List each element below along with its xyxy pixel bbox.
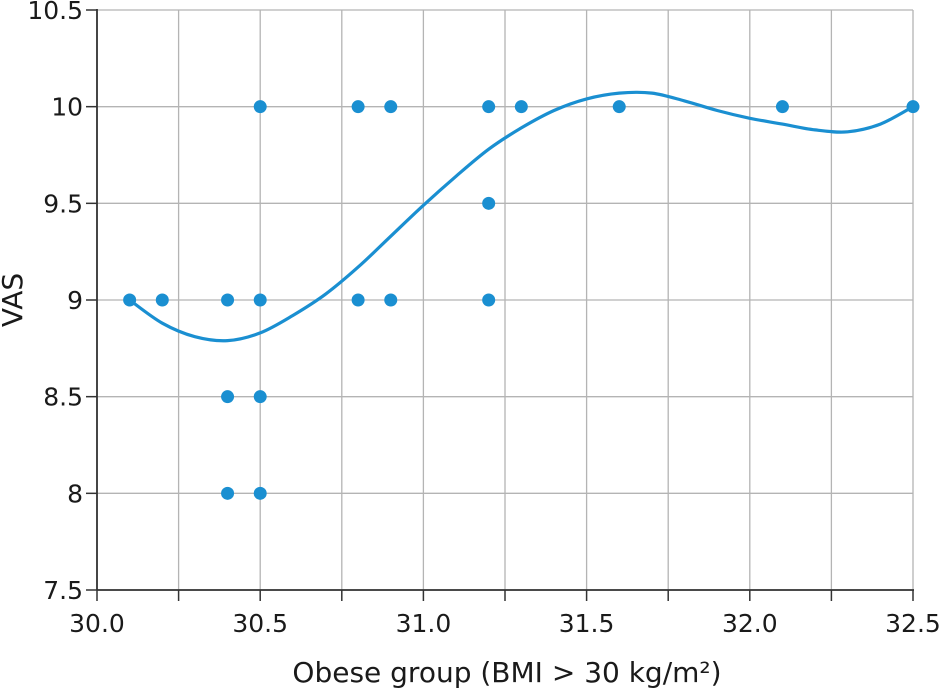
x-tick-label: 30.0 [69, 609, 125, 638]
x-tick-label: 30.5 [232, 609, 288, 638]
data-point [384, 293, 398, 307]
data-point [253, 486, 267, 500]
x-axis-title: Obese group (BMI > 30 kg/m²) [292, 656, 721, 689]
data-point [514, 100, 528, 114]
data-point [351, 100, 365, 114]
data-point [123, 293, 137, 307]
x-tick-label: 31.5 [559, 609, 615, 638]
data-point [612, 100, 626, 114]
data-point [482, 196, 496, 210]
data-point [775, 100, 789, 114]
grid-lines [96, 9, 914, 591]
x-tick-label: 31.0 [396, 609, 452, 638]
y-tick-label: 9 [67, 286, 83, 315]
data-point [221, 390, 235, 404]
trend-curve [128, 90, 915, 343]
y-tick-label: 8 [67, 479, 83, 508]
data-point [482, 293, 496, 307]
axes [86, 9, 914, 601]
y-tick-label: 8.5 [43, 383, 83, 412]
trend-curve-layer [128, 90, 915, 343]
x-tick-label: 32.0 [722, 609, 778, 638]
y-tick-label: 9.5 [43, 189, 83, 218]
y-tick-label: 10.5 [27, 0, 83, 25]
data-point [221, 293, 235, 307]
data-point [253, 390, 267, 404]
y-axis-title: VAS [0, 273, 29, 327]
x-tick-label: 32.5 [885, 609, 941, 638]
data-point [221, 486, 235, 500]
data-point [351, 293, 365, 307]
data-point [384, 100, 398, 114]
data-points [123, 100, 920, 500]
data-point [253, 100, 267, 114]
data-point [155, 293, 169, 307]
data-point [482, 100, 496, 114]
data-point [906, 100, 920, 114]
y-tick-label: 7.5 [43, 576, 83, 605]
data-point [253, 293, 267, 307]
y-tick-label: 10 [51, 93, 83, 122]
tick-labels: 30.0 30.5 31.0 31.5 32.0 32.5 7.5 8 8.5 9 9.5 10 10.… [27, 0, 941, 638]
